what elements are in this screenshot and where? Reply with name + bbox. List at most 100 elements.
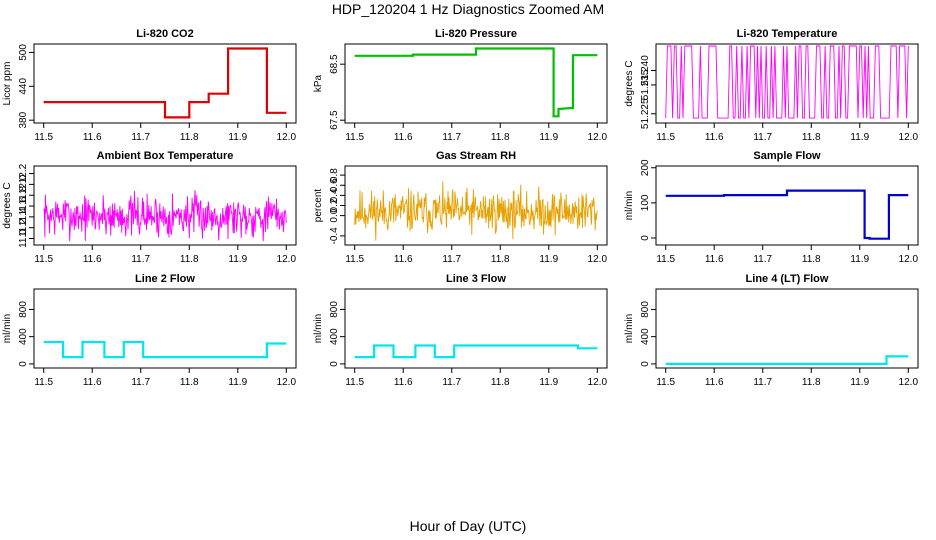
plot-frame — [655, 288, 919, 369]
panel: Li-820 Pressure 11.5 11.6 11.7 11.8 11.9 12.0 6… — [313, 28, 608, 143]
plot-frame — [655, 165, 919, 246]
x-tick-label: 11.7 — [131, 132, 150, 143]
y-tick-label: 400 — [329, 328, 340, 345]
plot-frame — [344, 288, 608, 369]
y-tick-label: 11.4 — [18, 207, 29, 226]
panel-title: Li-820 Temperature — [737, 28, 838, 40]
y-tick-label: 400 — [640, 328, 651, 345]
x-tick-label: 11.6 — [83, 377, 102, 388]
x-tick-label: 12.0 — [277, 377, 297, 388]
y-tick-label: 0.4 — [329, 188, 340, 202]
x-tick-label: 12.0 — [899, 132, 919, 143]
x-tick-label: 11.5 — [34, 254, 53, 265]
x-tick-label: 11.9 — [228, 254, 247, 265]
x-tick-label: 11.9 — [539, 254, 558, 265]
x-tick-label: 11.6 — [705, 132, 724, 143]
panel-title: Gas Stream RH — [436, 150, 516, 162]
figure-title: HDP_120204 1 Hz Diagnostics Zoomed AM — [331, 1, 605, 17]
plot-frame — [344, 43, 608, 124]
y-axis-label: ml/min — [624, 314, 635, 343]
y-tick-label: 0.6 — [329, 178, 340, 192]
y-tick-label: 68.5 — [329, 54, 340, 74]
y-tick-label: 400 — [18, 328, 29, 345]
x-tick-label: 11.9 — [539, 377, 558, 388]
x-tick-label: 11.8 — [802, 132, 821, 143]
x-tick-label: 12.0 — [588, 254, 608, 265]
x-tick-label: 11.8 — [180, 132, 199, 143]
x-tick-label: 11.6 — [394, 254, 413, 265]
y-tick-label: 100 — [640, 194, 651, 211]
y-tick-label: 0 — [640, 235, 651, 241]
series-line — [354, 181, 598, 241]
x-tick-label: 11.7 — [442, 132, 461, 143]
x-tick-label: 11.9 — [228, 132, 247, 143]
y-tick-label: 200 — [640, 159, 651, 176]
panel: Line 4 (LT) Flow 11.5 11.6 11.7 11.8 11.9 12.0… — [624, 273, 919, 388]
y-tick-label: 800 — [640, 301, 651, 318]
x-tick-label: 11.5 — [345, 132, 364, 143]
x-tick-label: 11.8 — [180, 254, 199, 265]
panel: Gas Stream RH 11.5 11.6 11.7 11.8 11.9 12.0 -0.… — [313, 150, 608, 265]
x-tick-label: 12.0 — [277, 254, 297, 265]
y-axis-label: Licor ppm — [2, 62, 13, 106]
x-tick-label: 11.5 — [656, 377, 675, 388]
x-tick-label: 11.8 — [491, 132, 510, 143]
x-tick-label: 12.0 — [899, 377, 919, 388]
y-axis-label: degrees C — [2, 182, 13, 228]
y-axis-label: kPa — [313, 74, 324, 92]
x-tick-label: 12.0 — [899, 254, 919, 265]
x-tick-label: 11.9 — [539, 132, 558, 143]
x-tick-label: 11.9 — [850, 132, 869, 143]
x-tick-label: 11.5 — [656, 254, 675, 265]
x-tick-label: 11.6 — [394, 377, 413, 388]
plot-frame — [655, 43, 919, 124]
plot-frame — [33, 165, 297, 246]
x-tick-label: 11.8 — [802, 377, 821, 388]
series-line — [43, 190, 287, 242]
y-tick-label: 12.0 — [18, 174, 29, 194]
panel: Line 2 Flow 11.5 11.6 11.7 11.8 11.9 12.0 0 400 8… — [2, 273, 297, 388]
panel-title: Sample Flow — [753, 150, 821, 162]
x-tick-label: 11.5 — [34, 377, 53, 388]
x-tick-label: 11.5 — [345, 377, 364, 388]
y-tick-label: 51.235 — [640, 69, 651, 100]
y-tick-label: 0.2 — [329, 198, 340, 212]
series-line — [43, 341, 287, 359]
x-tick-label: 11.5 — [656, 132, 675, 143]
x-tick-label: 11.7 — [131, 377, 150, 388]
y-tick-label: 0 — [18, 361, 29, 367]
y-axis-label: degrees C — [624, 60, 635, 106]
y-axis-label: ml/min — [2, 314, 13, 343]
y-tick-label: 11.2 — [18, 218, 29, 237]
x-tick-label: 11.5 — [345, 254, 364, 265]
y-axis-label: ml/min — [313, 314, 324, 343]
x-tick-label: 11.7 — [131, 254, 150, 265]
series-line — [43, 47, 287, 119]
y-axis-label: ml/min — [624, 191, 635, 220]
y-tick-label: 500 — [18, 44, 29, 61]
panel: Sample Flow 11.5 11.6 11.7 11.8 11.9 12.0 0 100 2… — [624, 150, 919, 265]
panel-title: Li-820 Pressure — [435, 28, 517, 40]
x-tick-label: 11.9 — [228, 377, 247, 388]
series-line — [665, 355, 909, 365]
y-tick-label: 12.2 — [18, 163, 29, 183]
y-tick-label: 440 — [18, 78, 29, 95]
x-tick-label: 11.9 — [850, 377, 869, 388]
x-tick-label: 11.6 — [394, 132, 413, 143]
x-tick-label: 11.6 — [705, 254, 724, 265]
y-tick-label: 0 — [640, 361, 651, 367]
y-tick-label: 11.0 — [18, 229, 29, 248]
panel: Li-820 Temperature 11.5 11.6 11.7 11.8 11.9 12… — [624, 28, 919, 143]
panel-title: Line 2 Flow — [135, 273, 195, 285]
x-axis-label: Hour of Day (UTC) — [409, 518, 527, 534]
x-tick-label: 11.9 — [850, 254, 869, 265]
y-tick-label: 800 — [329, 301, 340, 318]
x-tick-label: 12.0 — [277, 132, 297, 143]
x-tick-label: 11.7 — [753, 132, 772, 143]
panel: Li-820 CO2 11.5 11.6 11.7 11.8 11.9 12.0 380 440… — [2, 28, 297, 143]
x-tick-label: 11.8 — [180, 377, 199, 388]
y-tick-label: 0 — [329, 361, 340, 367]
x-tick-label: 11.6 — [705, 377, 724, 388]
